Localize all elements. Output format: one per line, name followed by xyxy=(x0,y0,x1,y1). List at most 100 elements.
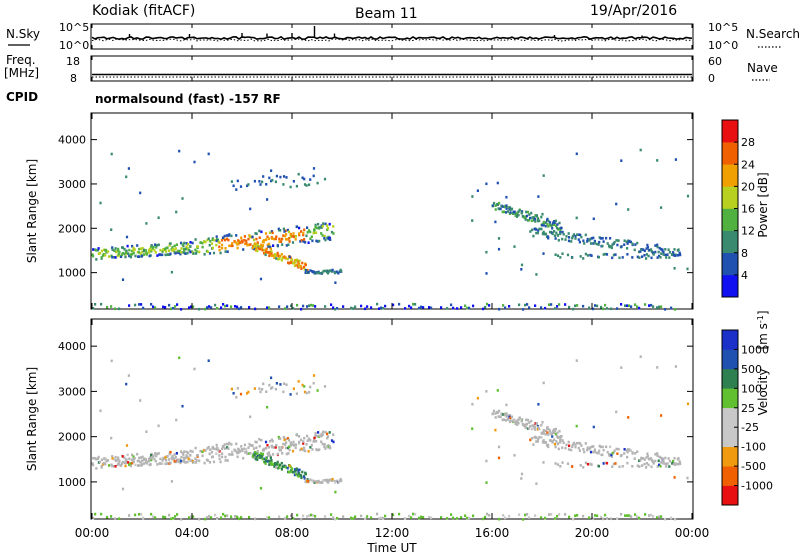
power-echo-pixel xyxy=(203,240,206,244)
velocity-echo-pixel xyxy=(497,456,501,460)
power-echo-pixel xyxy=(193,160,196,164)
velocity-echo-pixel xyxy=(162,515,165,519)
power-echo-pixel xyxy=(211,246,214,250)
power-echo-pixel xyxy=(110,305,113,308)
velocity-echo-pixel xyxy=(499,415,502,419)
power-colorbar-swatch xyxy=(722,164,738,187)
power-echo-pixel xyxy=(656,256,659,259)
velocity-echo-pixel xyxy=(270,461,273,464)
power-echo-pixel xyxy=(576,233,579,236)
power-echo-pixel xyxy=(164,306,167,309)
power-echo-pixel xyxy=(255,232,258,236)
power-echo-pixel xyxy=(127,167,130,170)
power-echo-pixel xyxy=(125,249,128,253)
power-echo-pixel xyxy=(253,179,256,183)
velocity-echo-pixel xyxy=(555,435,559,438)
power-echo-pixel xyxy=(641,255,644,258)
velocity-echo-pixel xyxy=(524,426,527,429)
velocity-echo-pixel xyxy=(168,452,171,456)
velocity-echo-pixel xyxy=(274,446,277,449)
velocity-colorbar-swatch xyxy=(722,407,738,428)
power-echo-pixel xyxy=(148,254,151,258)
power-echo-pixel xyxy=(645,257,648,260)
power-echo-pixel xyxy=(118,307,121,311)
velocity-echo-pixel xyxy=(326,432,329,436)
velocity-echo-pixel xyxy=(317,480,320,484)
velocity-echo-pixel xyxy=(235,442,238,446)
freq-label-line1: Freq. xyxy=(6,53,36,67)
power-echo-pixel xyxy=(178,249,181,253)
velocity-echo-pixel xyxy=(584,442,587,445)
power-echo-pixel xyxy=(175,210,178,214)
power-colorbar-tick-label: 4 xyxy=(741,269,748,282)
velocity-echo-pixel xyxy=(602,462,605,465)
velocity-echo-pixel xyxy=(556,431,559,435)
velocity-echo-pixel xyxy=(293,473,296,477)
velocity-echo-pixel xyxy=(674,463,677,466)
power-echo-pixel xyxy=(384,304,387,308)
power-echo-pixel xyxy=(166,253,169,256)
power-echo-pixel xyxy=(173,248,176,252)
power-echo-pixel xyxy=(410,306,413,309)
velocity-echo-pixel xyxy=(648,457,651,461)
velocity-echo-pixel xyxy=(578,449,581,452)
power-echo-pixel xyxy=(589,242,593,245)
power-echo-pixel xyxy=(328,236,331,240)
velocity-echo-pixel xyxy=(650,457,653,460)
velocity-colorbar-swatch xyxy=(722,446,738,467)
velocity-echo-pixel xyxy=(513,418,516,422)
velocity-echo-pixel xyxy=(320,434,323,438)
velocity-echo-pixel xyxy=(668,465,671,468)
power-echo-pixel xyxy=(561,252,564,255)
velocity-echo-pixel xyxy=(410,516,413,519)
power-echo-pixel xyxy=(509,208,512,212)
power-echo-pixel xyxy=(285,244,288,247)
power-echo-pixel xyxy=(173,244,176,248)
power-echo-pixel xyxy=(275,257,278,260)
velocity-echo-pixel xyxy=(208,461,212,464)
velocity-echo-pixel xyxy=(331,479,334,482)
power-echo-pixel xyxy=(186,251,189,255)
velocity-echo-pixel xyxy=(614,462,617,465)
velocity-echo-pixel xyxy=(582,466,585,469)
velocity-echo-pixel xyxy=(249,415,252,419)
power-echo-pixel xyxy=(279,175,282,179)
power-echo-pixel xyxy=(117,253,120,256)
power-echo-pixel xyxy=(547,235,550,238)
power-echo-pixel xyxy=(306,226,309,229)
velocity-echo-pixel xyxy=(300,476,303,480)
power-echo-pixel xyxy=(298,259,301,263)
power-echo-pixel xyxy=(123,247,126,251)
x-axis-label: Time UT xyxy=(366,541,417,554)
velocity-echo-pixel xyxy=(618,465,621,469)
velocity-echo-pixel xyxy=(258,387,261,390)
velocity-echo-pixel xyxy=(230,387,233,391)
power-echo-pixel xyxy=(183,241,186,245)
velocity-echo-pixel xyxy=(471,427,474,430)
velocity-echo-pixel xyxy=(572,441,575,445)
velocity-echo-pixel xyxy=(276,452,279,456)
velocity-echo-pixel xyxy=(216,517,219,520)
velocity-echo-pixel xyxy=(121,460,124,464)
power-echo-pixel xyxy=(285,233,288,236)
velocity-echo-pixel xyxy=(450,513,453,516)
power-echo-pixel xyxy=(314,225,317,229)
power-echo-pixel xyxy=(92,248,95,251)
power-echo-pixel xyxy=(605,236,608,240)
power-echo-pixel xyxy=(575,152,578,156)
power-colorbar-swatch xyxy=(722,230,738,254)
velocity-echo-pixel xyxy=(306,515,309,518)
power-echo-pixel xyxy=(571,236,574,240)
power-echo-pixel xyxy=(157,243,160,247)
velocity-echo-pixel xyxy=(485,390,488,393)
velocity-echo-pixel xyxy=(117,456,120,460)
velocity-echo-pixel xyxy=(529,424,532,428)
power-echo-pixel xyxy=(486,302,489,306)
velocity-echo-pixel xyxy=(488,514,491,517)
power-echo-pixel xyxy=(134,254,137,258)
power-echo-pixel xyxy=(208,243,211,247)
velocity-echo-pixel xyxy=(624,514,627,517)
power-echo-pixel xyxy=(664,253,667,257)
power-echo-pixel xyxy=(194,248,197,252)
